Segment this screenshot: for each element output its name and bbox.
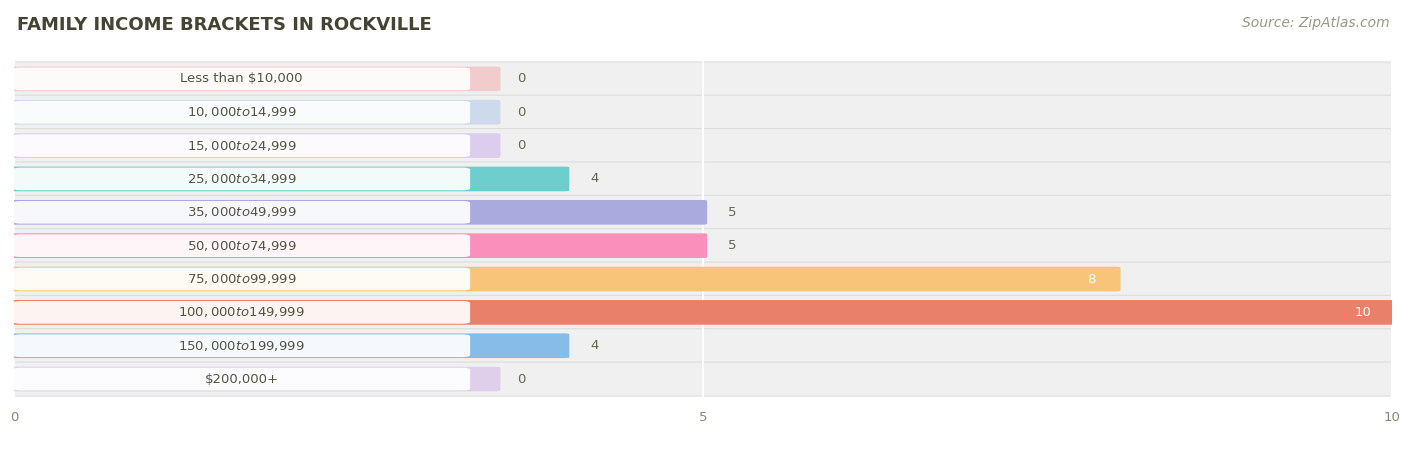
FancyBboxPatch shape: [7, 95, 1399, 129]
Text: 5: 5: [728, 239, 737, 252]
FancyBboxPatch shape: [13, 134, 470, 157]
FancyBboxPatch shape: [10, 66, 501, 91]
Text: $200,000+: $200,000+: [204, 373, 278, 386]
FancyBboxPatch shape: [7, 295, 1399, 330]
FancyBboxPatch shape: [7, 229, 1399, 263]
FancyBboxPatch shape: [10, 233, 707, 258]
Text: 8: 8: [1087, 273, 1095, 286]
FancyBboxPatch shape: [7, 262, 1399, 296]
FancyBboxPatch shape: [7, 329, 1399, 363]
Text: FAMILY INCOME BRACKETS IN ROCKVILLE: FAMILY INCOME BRACKETS IN ROCKVILLE: [17, 16, 432, 34]
FancyBboxPatch shape: [13, 201, 470, 224]
Text: $150,000 to $199,999: $150,000 to $199,999: [179, 339, 305, 353]
FancyBboxPatch shape: [13, 335, 470, 357]
Text: $100,000 to $149,999: $100,000 to $149,999: [179, 305, 305, 319]
Text: $75,000 to $99,999: $75,000 to $99,999: [187, 272, 297, 286]
FancyBboxPatch shape: [7, 162, 1399, 196]
FancyBboxPatch shape: [7, 128, 1399, 163]
Text: 0: 0: [517, 373, 526, 386]
FancyBboxPatch shape: [7, 362, 1399, 396]
FancyBboxPatch shape: [10, 100, 501, 124]
Text: $35,000 to $49,999: $35,000 to $49,999: [187, 205, 297, 219]
FancyBboxPatch shape: [10, 133, 501, 158]
FancyBboxPatch shape: [13, 234, 470, 257]
Text: $10,000 to $14,999: $10,000 to $14,999: [187, 105, 297, 119]
FancyBboxPatch shape: [10, 267, 1121, 291]
Text: 4: 4: [591, 172, 599, 185]
Text: Less than $10,000: Less than $10,000: [180, 72, 302, 85]
FancyBboxPatch shape: [13, 67, 470, 90]
FancyBboxPatch shape: [10, 367, 501, 392]
Text: 0: 0: [517, 139, 526, 152]
FancyBboxPatch shape: [13, 167, 470, 190]
Text: 10: 10: [1354, 306, 1371, 319]
FancyBboxPatch shape: [13, 301, 470, 324]
Text: $25,000 to $34,999: $25,000 to $34,999: [187, 172, 297, 186]
FancyBboxPatch shape: [10, 300, 1396, 325]
Text: $50,000 to $74,999: $50,000 to $74,999: [187, 239, 297, 253]
FancyBboxPatch shape: [13, 268, 470, 291]
FancyBboxPatch shape: [10, 334, 569, 358]
Text: 0: 0: [517, 72, 526, 85]
Text: 4: 4: [591, 339, 599, 352]
FancyBboxPatch shape: [10, 167, 569, 191]
FancyBboxPatch shape: [13, 101, 470, 123]
FancyBboxPatch shape: [13, 368, 470, 391]
Text: $15,000 to $24,999: $15,000 to $24,999: [187, 139, 297, 153]
FancyBboxPatch shape: [7, 195, 1399, 229]
FancyBboxPatch shape: [7, 62, 1399, 96]
FancyBboxPatch shape: [10, 200, 707, 224]
Text: 0: 0: [517, 106, 526, 119]
Text: 5: 5: [728, 206, 737, 219]
Text: Source: ZipAtlas.com: Source: ZipAtlas.com: [1241, 16, 1389, 30]
